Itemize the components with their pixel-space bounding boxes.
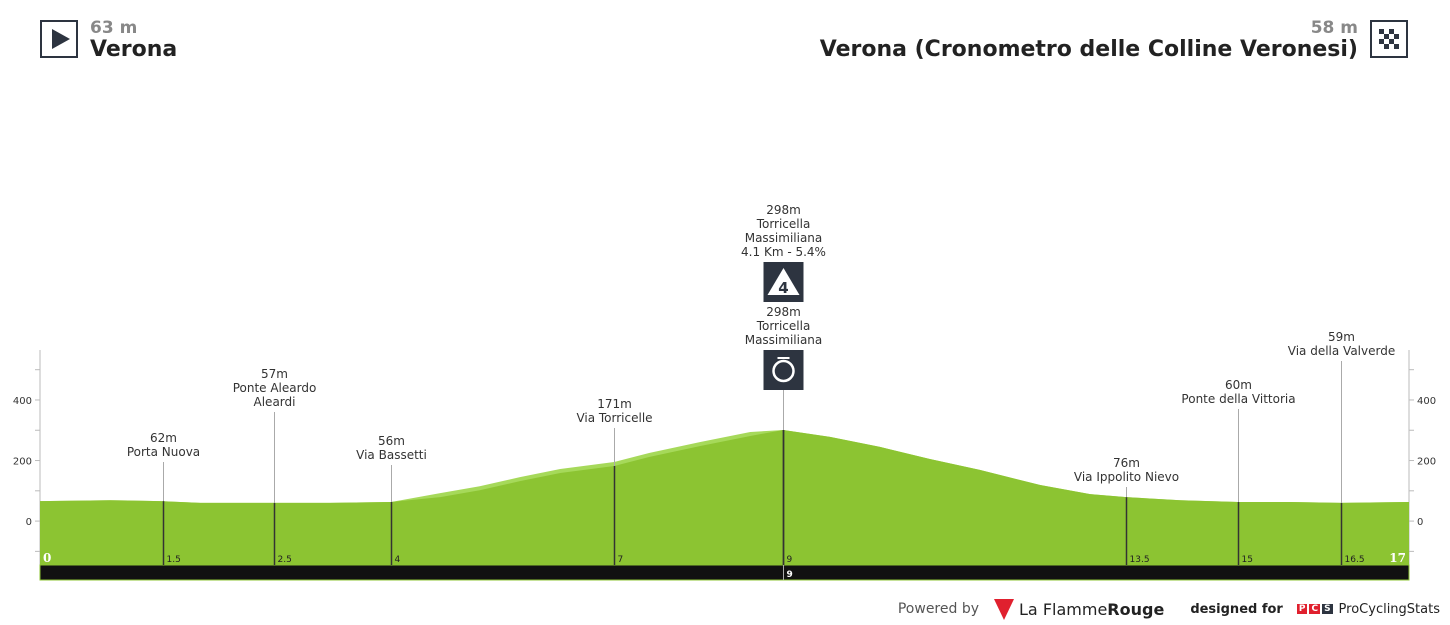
km-label: 15 xyxy=(1242,555,1253,565)
pcs-letter: C xyxy=(1309,604,1321,614)
marker-label: Ponte della Vittoria xyxy=(1181,392,1295,406)
marker-label: Massimiliana xyxy=(745,333,823,347)
flag-square xyxy=(1384,44,1389,49)
marker-label: Aleardi xyxy=(254,395,296,409)
brand-name-part2: Rouge xyxy=(1107,599,1165,619)
stopwatch-icon xyxy=(763,350,804,390)
y-tick-label: 400 xyxy=(1417,396,1436,407)
marker-label: Via Torricelle xyxy=(576,411,652,425)
stopwatch-face xyxy=(772,359,795,383)
marker-label: Torricella xyxy=(756,319,811,333)
y-tick-label: 400 xyxy=(13,396,32,407)
marker-label: 298m xyxy=(766,203,801,217)
marker-label: Ponte Aleardo xyxy=(233,381,317,395)
start-name: Verona xyxy=(90,37,178,62)
start-altitude: 63 m xyxy=(90,18,138,38)
marker-label: 62m xyxy=(150,431,177,445)
marker-label: 171m xyxy=(597,397,632,411)
flag-square xyxy=(1384,34,1389,39)
marker-label: Porta Nuova xyxy=(127,445,200,459)
km-label: 7 xyxy=(618,555,624,565)
marker-label: Via Ippolito Nievo xyxy=(1074,470,1179,484)
marker-label: 298m xyxy=(766,305,801,319)
y-tick-label: 200 xyxy=(13,457,32,468)
checkered-flag-icon xyxy=(1370,20,1408,58)
marker-label: 60m xyxy=(1225,378,1252,392)
pcs-letter: S xyxy=(1322,604,1333,614)
brand-name-part1: La Flamme xyxy=(1019,599,1108,619)
play-start-icon xyxy=(40,20,78,58)
end-km-label: 17 xyxy=(1389,551,1406,565)
marker-label: 57m xyxy=(261,367,288,381)
flag-square xyxy=(1394,44,1399,49)
bar-km-label: 9 xyxy=(787,570,793,580)
finish-altitude: 58 m xyxy=(1310,18,1358,38)
y-tick-label: 200 xyxy=(1417,457,1436,468)
marker-label: Torricella xyxy=(756,217,811,231)
km-label: 16.5 xyxy=(1345,555,1365,565)
km-label: 13.5 xyxy=(1130,555,1150,565)
flag-square xyxy=(1379,29,1384,34)
marker-label: 59m xyxy=(1328,330,1355,344)
elevation-profile xyxy=(40,429,1409,565)
marker-label: Via Bassetti xyxy=(356,448,427,462)
distance-bar xyxy=(39,564,1410,581)
climb-triangle xyxy=(767,268,800,295)
marker-label: 56m xyxy=(378,434,405,448)
flag-square xyxy=(1379,39,1384,44)
climb-category: 4 xyxy=(778,279,788,297)
km-label: 9 xyxy=(787,555,793,565)
marker-label: Massimiliana xyxy=(745,231,823,245)
marker-label: 4.1 Km - 5.4% xyxy=(741,245,826,259)
flag-square xyxy=(1389,39,1394,44)
km-label: 1.5 xyxy=(167,555,181,565)
y-tick-label: 0 xyxy=(1417,517,1423,528)
designed-for: designed for xyxy=(1190,601,1283,617)
flag-square xyxy=(1394,34,1399,39)
pcs-letter: P xyxy=(1296,604,1308,614)
flag-square xyxy=(1389,29,1394,34)
finish-name: Verona (Cronometro delle Colline Verones… xyxy=(819,37,1358,62)
flame-logo-icon xyxy=(994,599,1015,620)
powered-by: Powered by xyxy=(897,601,980,617)
km-label: 2.5 xyxy=(278,555,292,565)
procyclingstats-name: ProCyclingStats xyxy=(1338,601,1440,617)
footer: Powered by La FlammeRouge designed for P… xyxy=(898,597,1440,621)
pcs-logo: P C S xyxy=(1296,604,1333,614)
laflammerouge-logo: La FlammeRouge xyxy=(993,597,1164,621)
y-tick-label: 0 xyxy=(26,517,32,528)
marker-label: Via della Valverde xyxy=(1288,344,1395,358)
km-label: 4 xyxy=(395,555,401,565)
marker-label: 76m xyxy=(1113,456,1140,470)
start-km-label: 0 xyxy=(43,551,51,565)
